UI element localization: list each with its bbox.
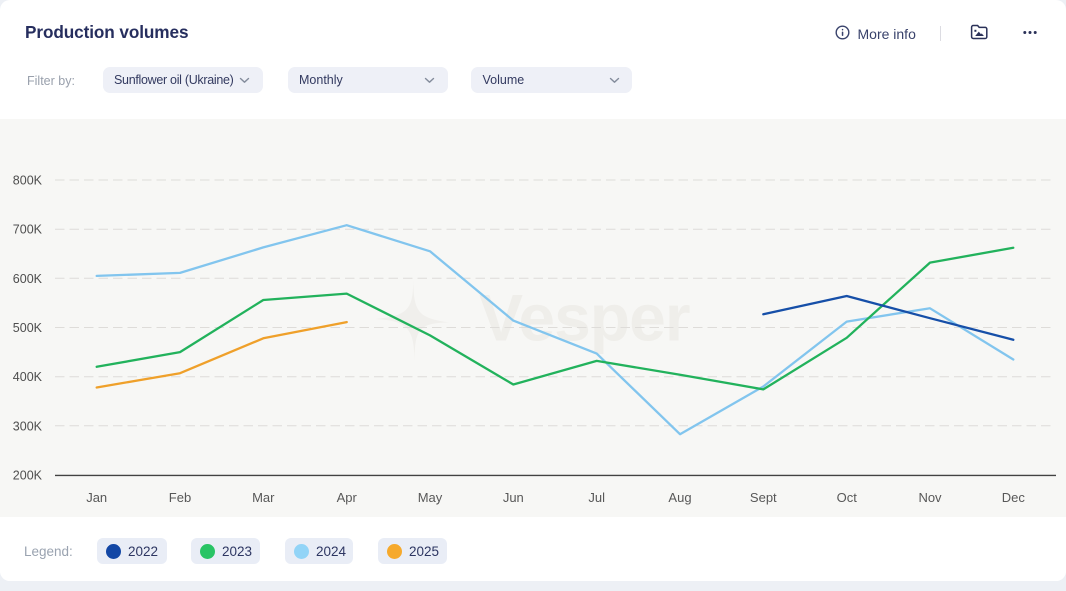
svg-text:Jun: Jun (503, 490, 524, 505)
svg-text:Feb: Feb (169, 490, 191, 505)
svg-text:500K: 500K (13, 321, 43, 335)
svg-text:Sept: Sept (750, 490, 777, 505)
svg-text:Jan: Jan (86, 490, 107, 505)
svg-text:200K: 200K (13, 469, 43, 483)
svg-text:Dec: Dec (1002, 490, 1026, 505)
svg-text:Aug: Aug (668, 490, 691, 505)
svg-text:700K: 700K (13, 223, 43, 237)
svg-text:600K: 600K (13, 272, 43, 286)
svg-text:300K: 300K (13, 419, 43, 433)
svg-text:Oct: Oct (837, 490, 858, 505)
svg-text:800K: 800K (13, 174, 43, 188)
svg-text:Mar: Mar (252, 490, 275, 505)
svg-text:400K: 400K (13, 370, 43, 384)
svg-text:Nov: Nov (918, 490, 942, 505)
svg-text:Jul: Jul (588, 490, 605, 505)
svg-text:Vesper: Vesper (479, 281, 690, 355)
svg-text:May: May (418, 490, 443, 505)
svg-text:Apr: Apr (337, 490, 358, 505)
